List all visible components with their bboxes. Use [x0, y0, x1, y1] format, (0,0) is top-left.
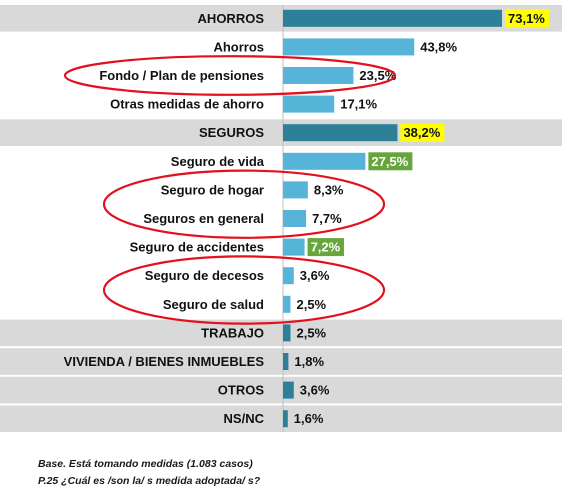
value-label: 2,5%	[296, 297, 326, 312]
category-label: Ahorros	[213, 39, 264, 54]
category-row-band	[0, 376, 562, 404]
value-label: 7,7%	[312, 211, 342, 226]
category-row-band	[0, 119, 562, 146]
value-label: 1,8%	[294, 354, 324, 369]
category-label: NS/NC	[224, 411, 265, 426]
value-label: 38,2%	[403, 125, 440, 140]
category-label: Seguro de decesos	[145, 268, 264, 283]
bar	[283, 95, 335, 113]
bar	[283, 38, 415, 56]
category-label: Seguro de vida	[171, 154, 265, 169]
value-label: 8,3%	[314, 182, 344, 197]
category-label: TRABAJO	[201, 325, 264, 340]
category-label: AHORROS	[198, 11, 265, 26]
category-row-band	[0, 405, 562, 432]
value-label: 23,5%	[359, 68, 396, 83]
value-highlight	[307, 238, 344, 257]
category-row-band	[0, 319, 562, 347]
bar	[283, 124, 398, 142]
highlight-circle	[102, 255, 386, 325]
value-highlight	[400, 123, 445, 142]
value-label: 43,8%	[420, 39, 457, 54]
category-label: SEGUROS	[199, 125, 264, 140]
base-note: Base. Está tomando medidas (1.083 casos)	[38, 458, 253, 470]
bar-chart: AHORROS 73,1% Ahorros 43,8% Fondo / Plan de …	[0, 5, 562, 432]
category-label: Fondo / Plan de pensiones	[99, 68, 264, 83]
bar	[283, 324, 291, 342]
bar	[283, 295, 291, 313]
bar	[283, 238, 305, 256]
value-label: 27,5%	[371, 154, 408, 169]
bar	[283, 9, 502, 27]
value-label: 3,6%	[300, 383, 330, 398]
bar	[283, 267, 294, 285]
value-label: 73,1%	[508, 11, 545, 26]
category-label: VIVIENDA / BIENES INMUEBLES	[64, 354, 265, 369]
value-label: 1,6%	[294, 411, 324, 426]
bar	[283, 152, 366, 170]
bar	[283, 210, 307, 227]
question-note: P.25 ¿Cuál es /son la/ s medida adoptada…	[38, 475, 261, 487]
bar	[283, 353, 289, 370]
value-label: 7,2%	[311, 240, 341, 255]
bar	[283, 67, 354, 84]
bar	[283, 181, 308, 199]
highlight-circle	[63, 55, 397, 96]
bar	[283, 381, 294, 399]
category-label: Seguro de accidentes	[130, 240, 264, 255]
category-row-band	[0, 348, 562, 375]
category-label: Seguro de salud	[163, 297, 264, 312]
value-label: 3,6%	[300, 268, 330, 283]
highlight-circle	[102, 169, 386, 239]
value-label: 2,5%	[296, 325, 326, 340]
category-label: Seguro de hogar	[161, 182, 264, 197]
category-label: Seguros en general	[143, 211, 264, 226]
category-label: Otras medidas de ahorro	[110, 97, 264, 112]
bar	[283, 410, 288, 428]
category-label: OTROS	[218, 383, 265, 398]
value-highlight	[505, 9, 549, 28]
value-label: 17,1%	[340, 97, 377, 112]
value-highlight	[368, 152, 413, 171]
